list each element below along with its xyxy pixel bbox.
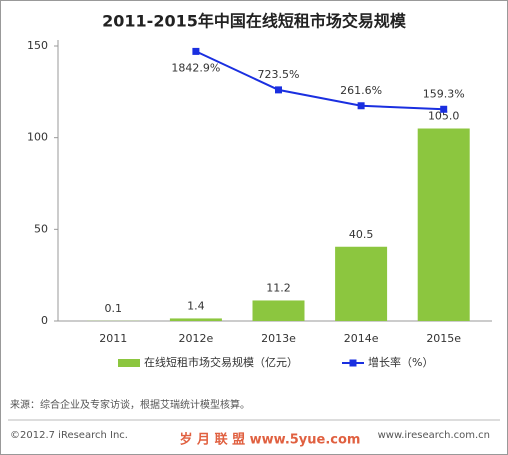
y-tick-label: 50 (34, 222, 48, 235)
x-tick-label: 2014e (344, 332, 379, 345)
chart-title: 2011-2015年中国在线短租市场交易规模 (102, 12, 407, 31)
bar-value-label: 1.4 (187, 299, 205, 312)
x-tick-label: 2013e (261, 332, 296, 345)
bar (169, 318, 222, 321)
legend-label: 增长率（%） (368, 355, 433, 369)
x-tick-label: 2015e (426, 332, 461, 345)
legend-marker (349, 359, 357, 367)
line-marker (440, 105, 448, 113)
y-tick-label: 150 (27, 39, 48, 52)
bar (335, 246, 388, 321)
line-value-label: 159.3% (423, 87, 465, 100)
bar (417, 128, 470, 321)
bar-value-label: 11.2 (266, 281, 291, 294)
line-marker (192, 47, 200, 55)
line-value-label: 723.5% (258, 68, 300, 81)
growth-line (195, 50, 444, 111)
source: 来源：综合企业及专家访谈，根据艾瑞统计模型核算。 (10, 398, 250, 411)
website: www.iresearch.com.cn (378, 430, 490, 441)
line-marker (357, 102, 365, 110)
line-marker (275, 86, 282, 94)
y-tick-label: 100 (27, 131, 48, 144)
x-tick-label: 2012e (179, 332, 214, 345)
bar-value-label: 40.5 (349, 228, 374, 241)
line-value-label: 1842.9% (171, 61, 220, 74)
line-value-label: 261.6% (340, 84, 382, 97)
x-tick-label: 2011 (99, 332, 127, 345)
bar (252, 300, 305, 321)
y-tick-label: 0 (41, 314, 48, 327)
bar-value-label: 0.1 (105, 302, 123, 315)
bar-value-label: 105.0 (428, 110, 460, 123)
copyright: ©2012.7 iResearch Inc. (10, 430, 128, 441)
legend-swatch (118, 359, 140, 367)
legend-label: 在线短租市场交易规模（亿元） (144, 355, 298, 369)
watermark: 岁 月 联 盟 www.5yue.com (180, 432, 361, 448)
